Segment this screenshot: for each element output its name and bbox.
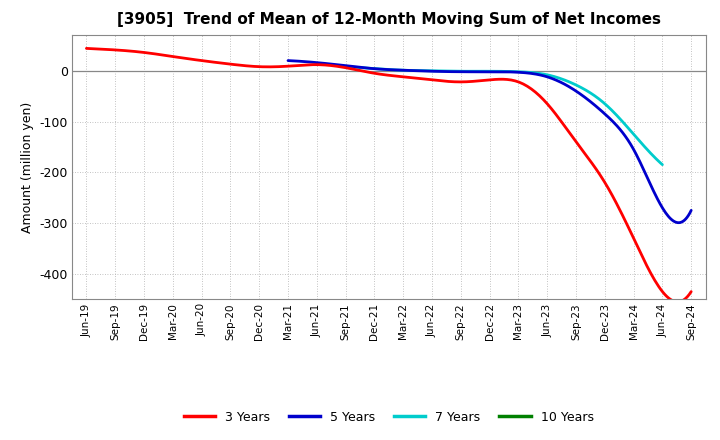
Legend: 3 Years, 5 Years, 7 Years, 10 Years: 3 Years, 5 Years, 7 Years, 10 Years [179,406,598,429]
Title: [3905]  Trend of Mean of 12-Month Moving Sum of Net Incomes: [3905] Trend of Mean of 12-Month Moving … [117,12,661,27]
Y-axis label: Amount (million yen): Amount (million yen) [21,102,34,233]
